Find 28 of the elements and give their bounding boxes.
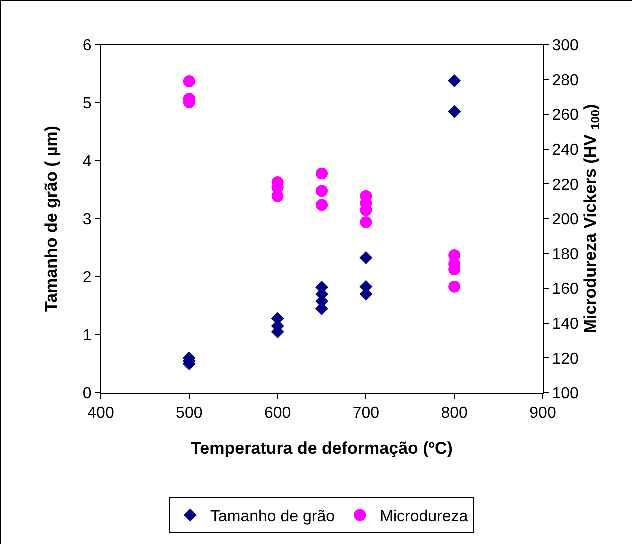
y2-tick-label: 100: [552, 386, 579, 403]
y-tick-label: 1: [82, 328, 92, 345]
y2-tick-label: 200: [552, 212, 579, 229]
y-tick-label: 4: [82, 154, 92, 171]
y2-tick-label: 280: [552, 72, 579, 90]
y2-tick-label: 260: [552, 107, 579, 124]
legend-label: Tamanho de grão: [210, 508, 336, 526]
x-tick-label: 500: [176, 405, 203, 422]
y-tick-label: 0: [82, 386, 92, 403]
y-tick-label: 5: [82, 96, 92, 113]
y2-tick-label: 240: [552, 142, 579, 159]
x-axis-title: Temperatura de deformação (ºC): [191, 439, 453, 458]
y2-tick-label: 300: [552, 38, 579, 55]
y2-tick-label: 160: [552, 281, 579, 298]
y-tick-label: 6: [82, 38, 92, 55]
y-axis-title: Tamanho de grão ( µm): [42, 126, 61, 312]
x-tick-label: 400: [88, 405, 114, 422]
y-tick-label: 3: [82, 212, 92, 229]
y2-tick-label: 140: [552, 316, 579, 333]
x-tick-label: 700: [352, 405, 380, 422]
y2-tick-label: 220: [552, 176, 579, 194]
legend-label: Microdureza: [380, 508, 468, 526]
x-tick-label: 600: [264, 405, 292, 422]
x-tick-label: 900: [530, 405, 556, 422]
x-tick-label: 800: [441, 405, 468, 422]
y-tick-label: 2: [82, 270, 92, 287]
y2-tick-label: 120: [552, 350, 579, 368]
y2-tick-label: 180: [552, 246, 579, 264]
